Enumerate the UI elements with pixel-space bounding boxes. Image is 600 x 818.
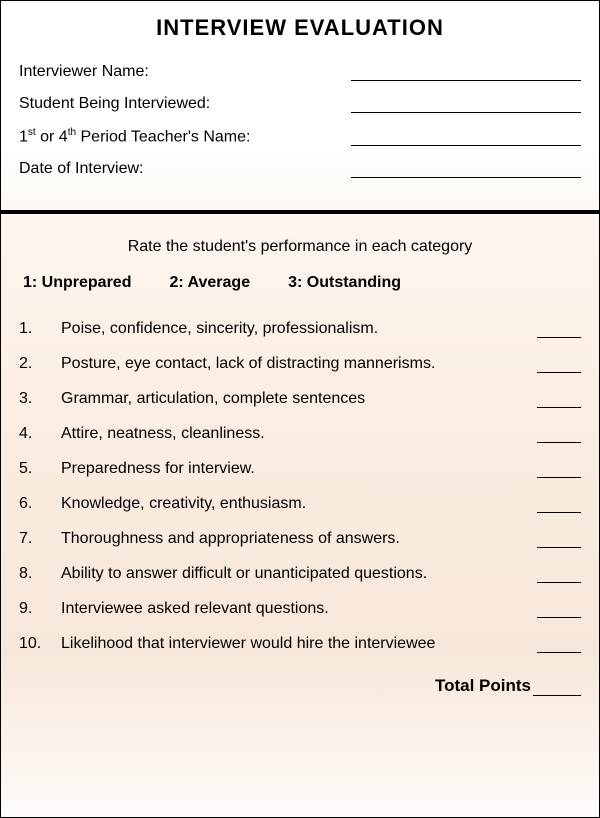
text: or 4 — [36, 128, 68, 145]
score-blank[interactable] — [537, 497, 581, 513]
field-date: Date of Interview: — [19, 160, 581, 178]
list-item: 2. Posture, eye contact, lack of distrac… — [19, 347, 581, 382]
field-blank-line[interactable] — [351, 160, 581, 178]
field-label: Date of Interview: — [19, 160, 144, 178]
list-item: 5. Preparedness for interview. — [19, 452, 581, 487]
score-blank[interactable] — [537, 637, 581, 653]
list-item: 4. Attire, neatness, cleanliness. — [19, 417, 581, 452]
score-blank[interactable] — [537, 462, 581, 478]
item-text: Interviewee asked relevant questions. — [61, 600, 535, 618]
list-item: 6. Knowledge, creativity, enthusiasm. — [19, 487, 581, 522]
score-blank[interactable] — [537, 532, 581, 548]
rating-scale-legend: 1: Unprepared 2: Average 3: Outstanding — [1, 268, 599, 310]
total-points-blank[interactable] — [533, 680, 581, 696]
score-blank[interactable] — [537, 392, 581, 408]
header-fields: Interviewer Name: Student Being Intervie… — [1, 63, 599, 206]
evaluation-items: 1. Poise, confidence, sincerity, profess… — [1, 310, 599, 662]
item-text: Grammar, articulation, complete sentence… — [61, 390, 535, 408]
item-number: 3. — [19, 390, 61, 408]
scale-outstanding: 3: Outstanding — [288, 274, 401, 292]
ordinal-sup: st — [28, 127, 36, 138]
item-text: Preparedness for interview. — [61, 460, 535, 478]
item-text: Ability to answer difficult or unanticip… — [61, 565, 535, 583]
field-label: 1st or 4th Period Teacher's Name: — [19, 127, 250, 146]
field-label: Interviewer Name: — [19, 63, 149, 81]
page-title: INTERVIEW EVALUATION — [1, 1, 599, 63]
text: Period Teacher's Name: — [76, 128, 250, 145]
item-number: 7. — [19, 530, 61, 548]
instructions-text: Rate the student's performance in each c… — [1, 214, 599, 268]
item-number: 2. — [19, 355, 61, 373]
total-points-row: Total Points — [1, 662, 599, 696]
field-label: Student Being Interviewed: — [19, 95, 210, 113]
score-blank[interactable] — [537, 602, 581, 618]
list-item: 10. Likelihood that interviewer would hi… — [19, 627, 581, 662]
list-item: 8. Ability to answer difficult or unanti… — [19, 557, 581, 592]
item-text: Knowledge, creativity, enthusiasm. — [61, 495, 535, 513]
field-interviewer-name: Interviewer Name: — [19, 63, 581, 81]
total-points-label: Total Points — [435, 676, 531, 696]
item-number: 8. — [19, 565, 61, 583]
score-blank[interactable] — [537, 567, 581, 583]
list-item: 7. Thoroughness and appropriateness of a… — [19, 522, 581, 557]
item-text: Posture, eye contact, lack of distractin… — [61, 355, 535, 373]
item-number: 1. — [19, 320, 61, 338]
field-period-teacher: 1st or 4th Period Teacher's Name: — [19, 127, 581, 146]
field-blank-line[interactable] — [351, 95, 581, 113]
item-text: Likelihood that interviewer would hire t… — [61, 635, 535, 653]
field-student-name: Student Being Interviewed: — [19, 95, 581, 113]
item-number: 4. — [19, 425, 61, 443]
item-number: 10. — [19, 635, 61, 653]
item-text: Poise, confidence, sincerity, profession… — [61, 320, 535, 338]
evaluation-form: INTERVIEW EVALUATION Interviewer Name: S… — [0, 0, 600, 818]
item-number: 5. — [19, 460, 61, 478]
score-blank[interactable] — [537, 357, 581, 373]
ordinal-sup: th — [68, 127, 76, 138]
scale-average: 2: Average — [169, 274, 250, 292]
item-text: Attire, neatness, cleanliness. — [61, 425, 535, 443]
item-text: Thoroughness and appropriateness of answ… — [61, 530, 535, 548]
field-blank-line[interactable] — [351, 63, 581, 81]
list-item: 3. Grammar, articulation, complete sente… — [19, 382, 581, 417]
item-number: 6. — [19, 495, 61, 513]
list-item: 1. Poise, confidence, sincerity, profess… — [19, 312, 581, 347]
item-number: 9. — [19, 600, 61, 618]
text: 1 — [19, 128, 28, 145]
score-blank[interactable] — [537, 322, 581, 338]
field-blank-line[interactable] — [351, 128, 581, 146]
scale-unprepared: 1: Unprepared — [23, 274, 131, 292]
score-blank[interactable] — [537, 427, 581, 443]
list-item: 9. Interviewee asked relevant questions. — [19, 592, 581, 627]
